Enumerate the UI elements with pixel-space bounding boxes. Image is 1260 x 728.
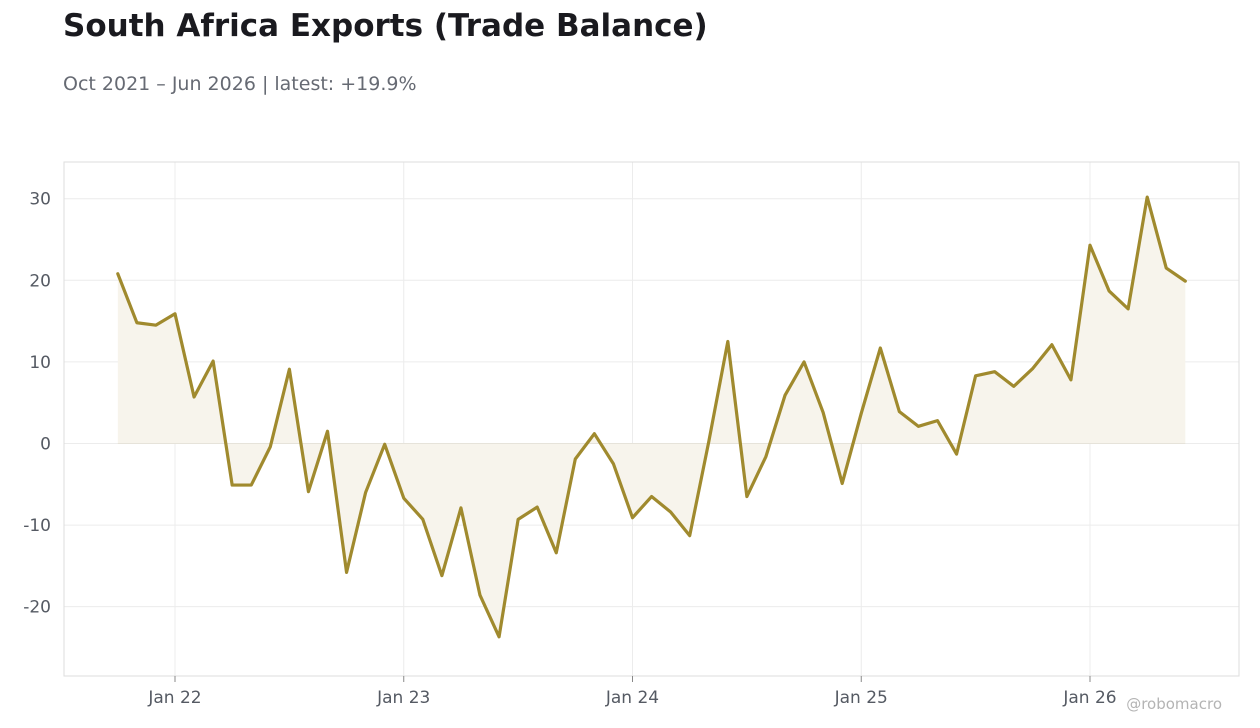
chart-title: South Africa Exports (Trade Balance) — [63, 8, 708, 44]
watermark: @robomacro — [1126, 695, 1222, 713]
y-tick-label: -20 — [23, 598, 51, 618]
x-tick-label: Jan 24 — [605, 688, 659, 708]
y-tick-label: 10 — [29, 353, 51, 373]
y-tick-label: -10 — [23, 516, 51, 536]
x-tick-label: Jan 26 — [1062, 688, 1116, 708]
x-tick-label: Jan 23 — [376, 688, 430, 708]
fill-layer — [117, 197, 1186, 637]
x-tick-label: Jan 25 — [834, 688, 888, 708]
line-layer — [116, 195, 1187, 639]
series-area-fill — [117, 197, 1186, 637]
y-tick-label: 0 — [40, 434, 51, 454]
chart-subtitle: Oct 2021 – Jun 2026 | latest: +19.9% — [63, 73, 417, 95]
x-tick-label: Jan 22 — [147, 688, 201, 708]
y-tick-label: 20 — [29, 271, 51, 291]
plot-frame — [63, 161, 1240, 677]
axis-layer: 30 20 10 0 -10 -20 Jan 22 Jan 23 Jan 24 Jan 25 Jan… — [23, 190, 1116, 708]
y-tick-label: 30 — [29, 190, 51, 210]
